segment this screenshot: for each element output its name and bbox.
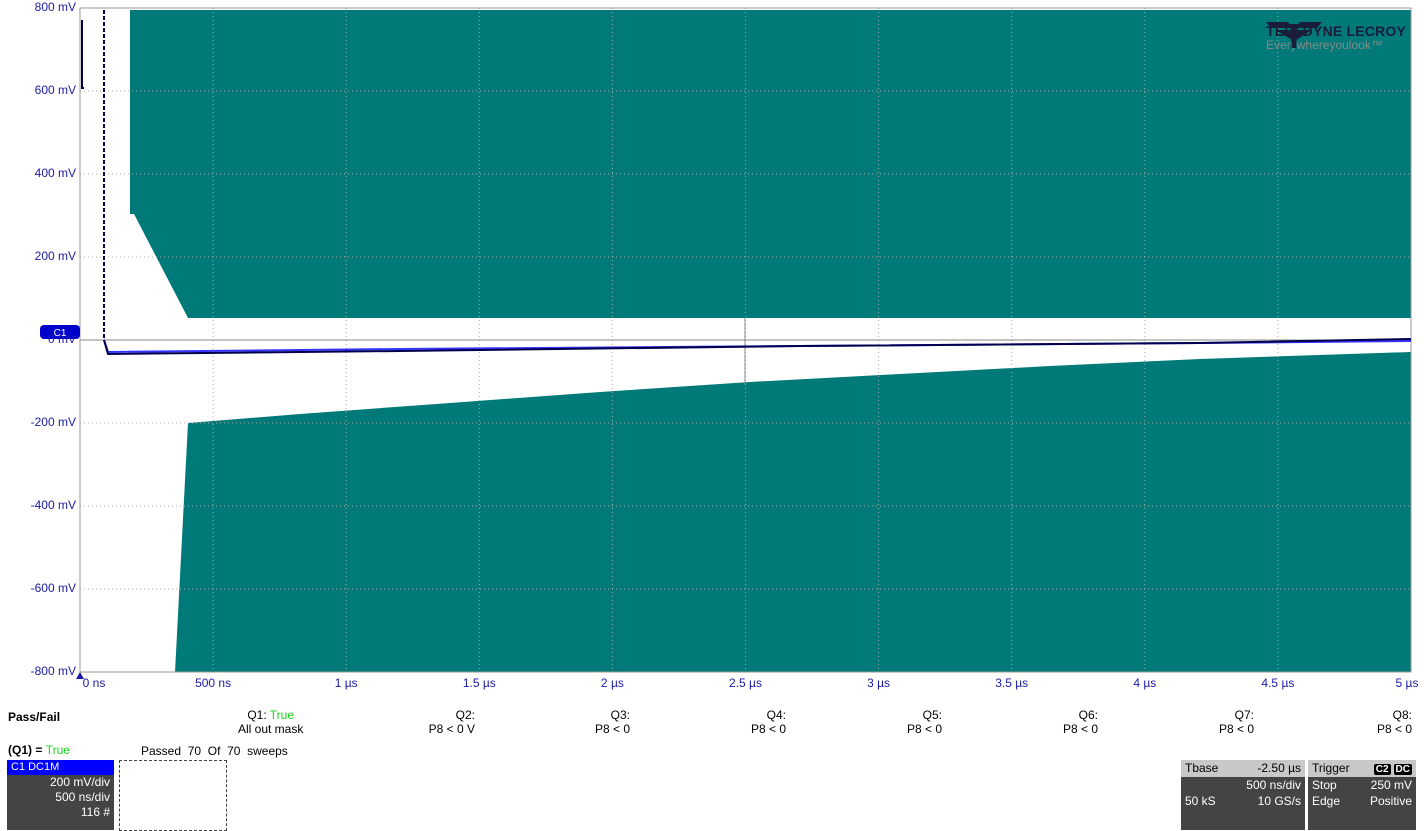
trigger-mode: Stop	[1312, 778, 1337, 792]
channel-header: C1 DC1M	[7, 760, 114, 775]
x-axis-label: 3.5 µs	[995, 676, 1029, 690]
trigger-label: Trigger	[1312, 761, 1350, 775]
q1-label: Q1:	[247, 708, 267, 722]
tbase-rate: 10 GS/s	[1257, 794, 1301, 808]
trace-c1	[103, 338, 1412, 356]
x-axis-label: 1.5 µs	[462, 676, 496, 690]
x-axis-label: 4.5 µs	[1261, 676, 1295, 690]
mask-lower-region	[175, 352, 1411, 672]
waveform-grid[interactable]: C1	[0, 0, 1424, 700]
query-label: Q5:	[922, 708, 942, 722]
query-label: Q2:	[455, 708, 475, 722]
query-q5[interactable]: Q5: P8 < 0	[907, 708, 942, 736]
y-axis-label: -600 mV	[30, 581, 76, 595]
query-q1[interactable]: Q1: True All out mask	[238, 708, 303, 736]
query-label: Q3:	[610, 708, 630, 722]
channel-marker	[40, 325, 80, 339]
x-axis-label: 4 µs	[1133, 676, 1157, 690]
query-label: Q4:	[766, 708, 786, 722]
result-line: (Q1) = True	[8, 743, 70, 757]
of-count: 70	[227, 744, 241, 758]
teledyne-lecroy-logo: TELEDYNE LECROY Everywhereyoulook™	[1266, 18, 1406, 58]
query-label: Q7:	[1234, 708, 1254, 722]
query-q2[interactable]: Q2: P8 < 0 V	[429, 708, 475, 736]
query-condition: P8 < 0	[750, 722, 786, 736]
query-condition: P8 < 0	[1062, 722, 1098, 736]
y-axis-label: 800 mV	[34, 0, 76, 14]
trigger-position-marker	[76, 672, 84, 679]
channel-marker-label: C1	[54, 328, 67, 339]
query-label: Q6:	[1078, 708, 1098, 722]
x-axis-label: 2 µs	[600, 676, 624, 690]
x-axis-label: 5 µs	[1395, 676, 1419, 690]
y-axis-label: -800 mV	[30, 664, 76, 678]
trigger-descriptor[interactable]: Trigger C2 DC Stop 250 mV Edge Positive	[1308, 760, 1416, 830]
y-axis-label: -400 mV	[30, 498, 76, 512]
trigger-type: Edge	[1312, 794, 1341, 808]
mask-upper-region	[130, 10, 1411, 318]
teledyne-logo-icon	[1266, 22, 1323, 48]
query-q3[interactable]: Q3: P8 < 0	[595, 708, 630, 736]
query-condition: P8 < 0	[1218, 722, 1254, 736]
sweeps-label: sweeps	[247, 744, 288, 758]
trigger-slope: Positive	[1369, 794, 1412, 808]
oscilloscope-display[interactable]: C1 800 mV 600 mV 400 mV 200 mV 0 mV -200 mV -4…	[0, 0, 1424, 700]
tbase-tdiv: 500 ns/div	[1246, 778, 1301, 792]
sweep-count: Passed 70 Of 70 sweeps	[141, 744, 288, 758]
x-axis-label: 500 ns	[195, 676, 232, 690]
passed-label: Passed	[141, 744, 182, 758]
pass-fail-panel: Pass/Fail Q1: True All out mask Q2: P8 < …	[0, 700, 1424, 831]
trigger-level: 250 mV	[1370, 778, 1412, 792]
result-label: (Q1) =	[8, 743, 43, 757]
query-condition: P8 < 0	[906, 722, 942, 736]
query-label: Q8:	[1392, 708, 1412, 722]
y-axis-label: -200 mV	[30, 415, 76, 429]
query-condition: P8 < 0	[1376, 722, 1412, 736]
timebase-descriptor[interactable]: Tbase -2.50 µs 500 ns/div 50 kS 10 GS/s	[1181, 760, 1305, 830]
pass-fail-title: Pass/Fail	[8, 710, 61, 724]
x-axis-label: 3 µs	[867, 676, 891, 690]
trace-spike-left	[81, 20, 84, 89]
y-axis-label: 200 mV	[34, 249, 76, 263]
q1-value: True	[269, 708, 295, 722]
query-q7[interactable]: Q7: P8 < 0	[1219, 708, 1254, 736]
query-q8[interactable]: Q8: P8 < 0	[1377, 708, 1412, 736]
x-axis-label: 2.5 µs	[729, 676, 762, 690]
query-q4[interactable]: Q4: P8 < 0	[751, 708, 786, 736]
channel-vdiv: 200 mV/div	[49, 775, 110, 789]
query-condition: P8 < 0 V	[428, 722, 475, 736]
y-axis-label: 600 mV	[34, 83, 76, 97]
channel-sweeps: 116 #	[80, 805, 110, 819]
of-label: Of	[207, 744, 221, 758]
query-condition: P8 < 0	[594, 722, 630, 736]
q1-desc: All out mask	[238, 722, 304, 736]
y-axis-label: 0 mV	[47, 332, 76, 346]
x-axis-label: 1 µs	[334, 676, 358, 690]
y-axis-label: 400 mV	[34, 166, 76, 180]
tbase-offset: -2.50 µs	[1257, 761, 1301, 775]
x-axis-label: 0 ns	[82, 676, 106, 690]
result-value: True	[45, 743, 70, 757]
empty-descriptor-slot[interactable]	[119, 760, 227, 831]
tbase-label: Tbase	[1185, 761, 1219, 775]
query-q6[interactable]: Q6: P8 < 0	[1063, 708, 1098, 736]
trigger-channel-badge: C2	[1373, 764, 1391, 775]
tbase-samples: 50 kS	[1185, 794, 1216, 808]
trigger-coupling-badge: DC	[1393, 764, 1412, 775]
channel-descriptor-c1[interactable]: C1 DC1M 200 mV/div 500 ns/div 116 #	[7, 760, 114, 830]
passed-count: 70	[187, 744, 202, 758]
channel-tdiv: 500 ns/div	[55, 790, 110, 804]
